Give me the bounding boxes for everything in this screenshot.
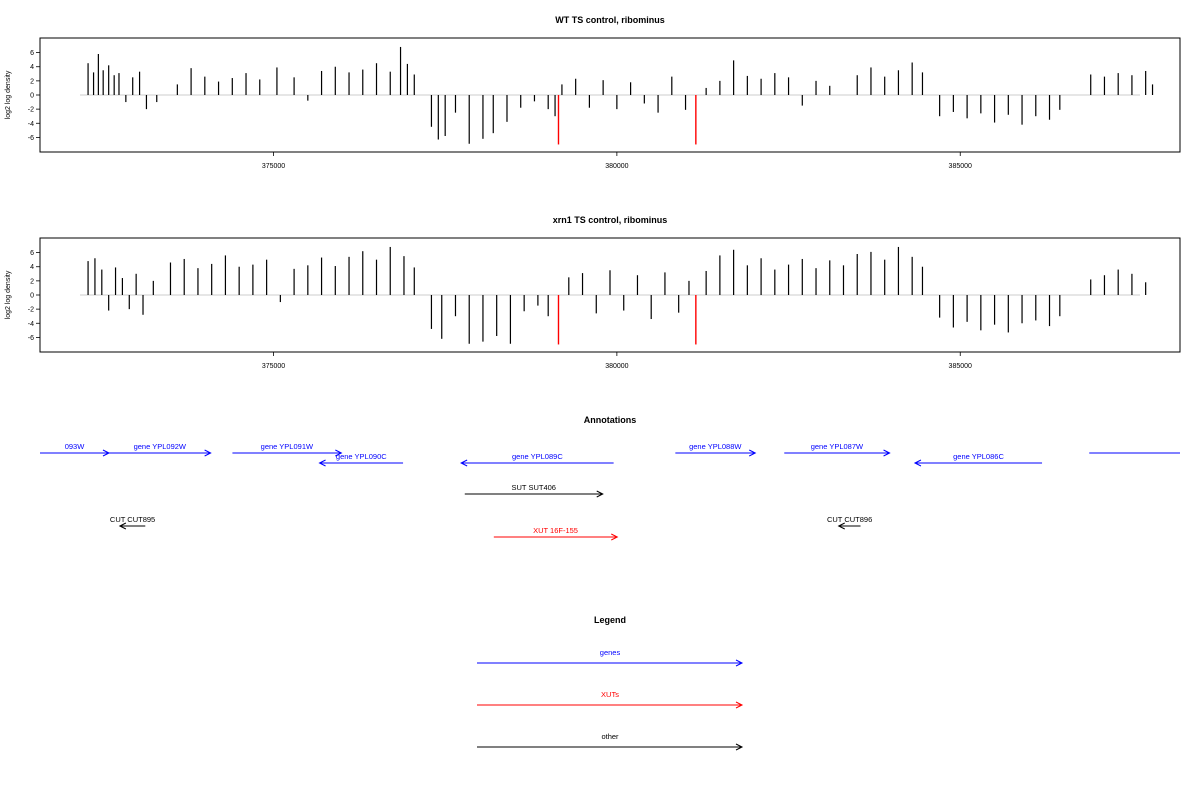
annotation-feature: gene YPL087W [784, 442, 891, 457]
annotation-feature: gene YPL088W [675, 442, 757, 457]
annotation-label: gene YPL091W [261, 442, 314, 451]
panel1-ylabel: log2 log density [5, 70, 12, 119]
annotation-arrowhead [460, 459, 468, 467]
annotation-feature: gene YPL091W [232, 442, 343, 457]
annotation-arrowhead [118, 522, 127, 530]
panel1-title: WT TS control, ribominus [555, 15, 665, 25]
x-tick-label: 385000 [949, 363, 972, 370]
legend: genes XUTs other [477, 648, 744, 751]
annotation-feature: CUT CUT896 [827, 515, 872, 530]
y-tick-label: -4 [28, 321, 34, 328]
annotation-feature: gene YPL086C [913, 452, 1043, 467]
legend-arrowhead [735, 701, 744, 709]
y-tick-label: 6 [30, 250, 34, 257]
annotation-label: XUT 16F-155 [533, 526, 578, 535]
annotation-feature: gene YPL090C [318, 452, 404, 467]
legend-item: genes [477, 648, 744, 667]
annotation-label: CUT CUT896 [827, 515, 872, 524]
annotation-label: SUT SUT406 [512, 483, 556, 492]
annotation-arrowhead [335, 449, 343, 457]
annotation-feature: XUT 16F-155 [493, 526, 619, 541]
y-tick-label: 4 [30, 264, 34, 271]
annotation-label: gene YPL086C [953, 452, 1004, 461]
legend-arrowhead [735, 659, 744, 667]
panel2-ylabel: log2 log density [5, 270, 12, 319]
annotation-feature: gene YPL089C [460, 452, 614, 467]
y-tick-label: -4 [28, 121, 34, 128]
annotations-track: 093W gene YPL092W gene YPL091W gene YPL090C… [40, 442, 1180, 541]
annotation-feature: SUT SUT406 [464, 483, 604, 498]
y-tick-label: -2 [28, 307, 34, 314]
y-tick-label: 0 [30, 93, 34, 100]
annotation-arrowhead [913, 459, 922, 467]
annotation-feature: gene YPL092W [108, 442, 212, 457]
annotation-arrowhead [837, 522, 845, 530]
x-tick-label: 385000 [949, 163, 972, 170]
annotation-label: 093W [65, 442, 86, 451]
panel1-plot: 6 4 2 0 -2 -4 -6 375000 380000 385000 [28, 46, 1154, 170]
annotation-arrowhead [318, 459, 326, 467]
annotation-label: gene YPL089C [512, 452, 563, 461]
annotations-title: Annotations [584, 415, 637, 425]
legend-title: Legend [594, 615, 626, 625]
legend-label: other [601, 732, 619, 741]
y-tick-label: 0 [30, 293, 34, 300]
y-tick-label: 6 [30, 50, 34, 57]
annotation-label: gene YPL090C [336, 452, 387, 461]
annotation-label: gene YPL088W [689, 442, 742, 451]
annotation-feature: 093W [40, 442, 111, 457]
annotation-arrowhead [611, 533, 619, 541]
y-tick-label: -2 [28, 107, 34, 114]
y-tick-label: 4 [30, 64, 34, 71]
x-tick-label: 375000 [262, 163, 285, 170]
x-tick-label: 375000 [262, 363, 285, 370]
y-tick-label: 2 [30, 278, 34, 285]
annotation-arrowhead [204, 449, 212, 457]
panel2-plot: 6 4 2 0 -2 -4 -6 375000 380000 385000 [28, 246, 1147, 370]
legend-item: other [477, 732, 744, 751]
y-tick-label: -6 [28, 335, 34, 342]
annotation-label: gene YPL092W [134, 442, 187, 451]
annotation-label: CUT CUT895 [110, 515, 155, 524]
legend-label: genes [600, 648, 621, 657]
legend-label: XUTs [601, 690, 619, 699]
annotation-label: gene YPL087W [811, 442, 864, 451]
legend-item: XUTs [477, 690, 744, 709]
y-tick-label: 2 [30, 78, 34, 85]
annotation-arrowhead [883, 449, 891, 457]
x-tick-label: 380000 [605, 163, 628, 170]
annotation-feature: CUT CUT895 [110, 515, 155, 530]
panel2-title: xrn1 TS control, ribominus [553, 215, 668, 225]
annotation-arrowhead [596, 490, 604, 498]
annotation-arrowhead [748, 449, 757, 457]
y-tick-label: -6 [28, 135, 34, 142]
x-tick-label: 380000 [605, 363, 628, 370]
legend-arrowhead [735, 743, 744, 751]
